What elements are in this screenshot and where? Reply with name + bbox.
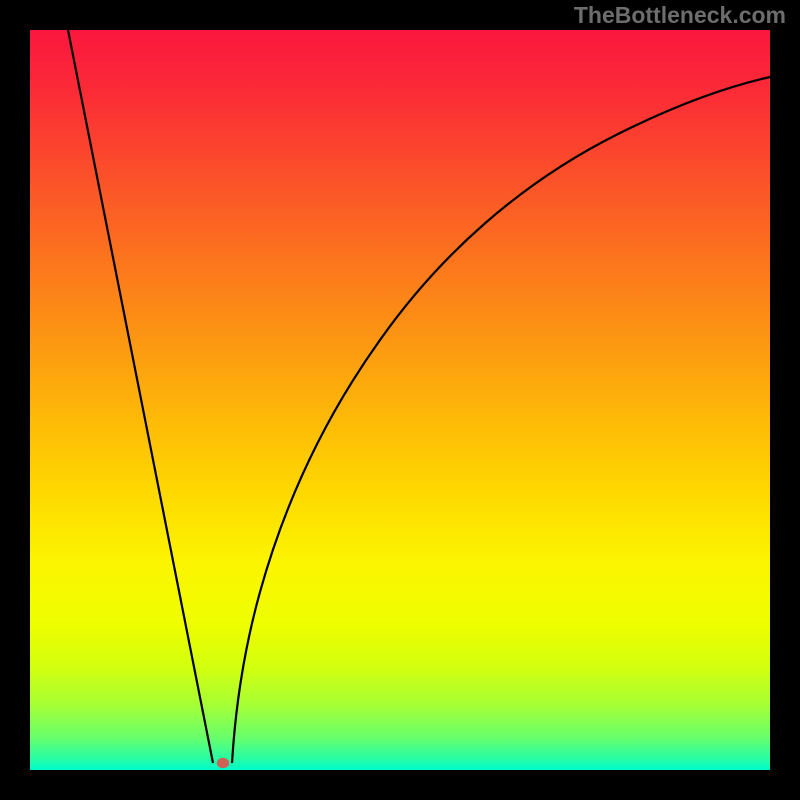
bottleneck-chart (0, 0, 800, 800)
optimal-point-marker (217, 758, 229, 768)
watermark-text: TheBottleneck.com (574, 2, 786, 29)
